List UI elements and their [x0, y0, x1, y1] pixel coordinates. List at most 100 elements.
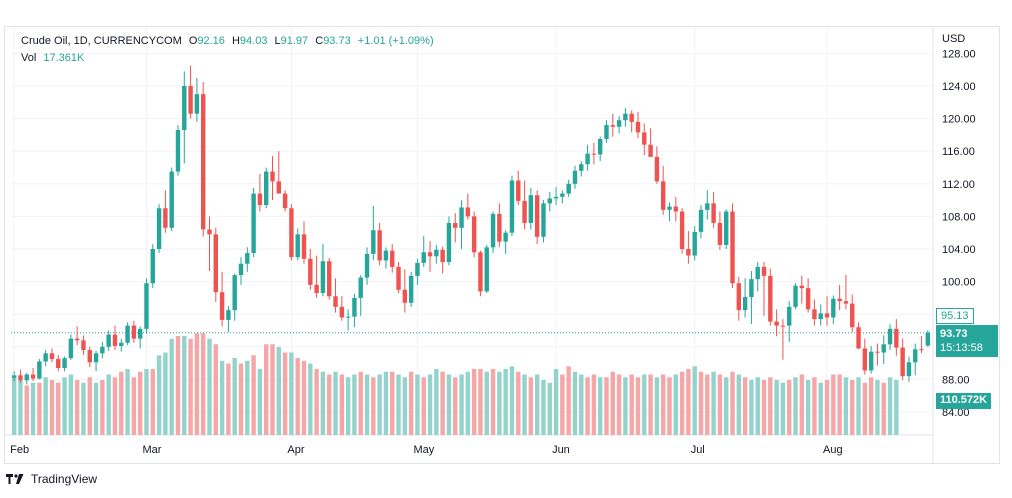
- volume-bar: [862, 382, 868, 435]
- candle-body: [528, 195, 534, 223]
- volume-bar: [270, 344, 275, 435]
- volume-bar: [37, 382, 42, 435]
- candle-body: [692, 231, 697, 256]
- candle-body: [232, 275, 237, 311]
- volume-bar: [736, 374, 742, 435]
- volume-bar: [49, 380, 55, 435]
- volume-bar: [238, 363, 244, 435]
- volume-bar: [768, 377, 773, 435]
- candle-body: [749, 279, 754, 298]
- candle-body: [881, 344, 886, 353]
- candle-body: [610, 125, 615, 127]
- volume-bar: [686, 369, 691, 435]
- volume-bar: [541, 380, 546, 435]
- volume-bar: [62, 377, 67, 435]
- volume-bar: [780, 382, 786, 435]
- volume-bar: [314, 369, 319, 435]
- y-tick-label: 124.00: [942, 81, 976, 93]
- y-tick-label: 104.00: [942, 244, 976, 256]
- high-price-tag: 95.13: [936, 308, 974, 324]
- candle-body: [597, 138, 603, 155]
- candle-body: [390, 250, 395, 267]
- candle-body: [516, 180, 521, 201]
- candle-body: [711, 203, 716, 223]
- candle-body: [717, 222, 723, 245]
- volume-bar: [692, 366, 697, 435]
- y-tick-label: 100.00: [942, 277, 976, 289]
- volume-bar: [660, 374, 666, 435]
- candle-body: [604, 125, 609, 139]
- volume-bar: [18, 380, 23, 435]
- x-tick-label: Apr: [287, 444, 304, 456]
- volume-bar: [730, 371, 735, 435]
- candle-body: [226, 310, 231, 320]
- x-tick-label: Mar: [142, 444, 161, 456]
- volume-bar: [793, 377, 798, 435]
- volume-bar: [818, 382, 823, 435]
- candle-body: [818, 313, 823, 320]
- volume-bar: [30, 382, 36, 435]
- volume-bar: [579, 374, 584, 435]
- volume-bar: [106, 374, 111, 435]
- volume-bar: [226, 363, 231, 435]
- candle-body: [62, 358, 67, 368]
- volume-bar: [635, 377, 641, 435]
- volume-bar: [446, 374, 452, 435]
- volume-bar: [402, 377, 408, 435]
- candle-body: [308, 258, 313, 285]
- candle-body: [333, 296, 338, 307]
- volume-bar: [610, 371, 615, 435]
- close-label: C: [315, 35, 324, 47]
- candle-body: [547, 198, 552, 204]
- volume-bar: [257, 369, 263, 435]
- candle-body: [900, 347, 905, 377]
- candle-body: [591, 153, 597, 155]
- candle-body: [119, 342, 124, 346]
- candle-body: [270, 171, 275, 182]
- candle-body: [490, 213, 496, 248]
- volume-bar: [56, 382, 61, 435]
- volume-bar: [591, 374, 597, 435]
- volume-bar: [679, 371, 685, 435]
- volume-bar: [43, 377, 48, 435]
- volume-bar: [320, 371, 326, 435]
- volume-bar: [390, 371, 395, 435]
- volume-bar: [459, 374, 464, 435]
- candle-body: [295, 234, 300, 258]
- candle-body: [660, 181, 666, 210]
- candle-body: [824, 313, 830, 318]
- y-tick-label: 112.00: [942, 179, 975, 191]
- volume-bar: [371, 377, 376, 435]
- volume-bar: [490, 369, 496, 435]
- volume-bar: [850, 380, 855, 435]
- volume-bar: [232, 358, 237, 435]
- x-tick-label: Feb: [10, 444, 29, 456]
- volume-bar: [245, 360, 250, 435]
- volume-bar: [415, 374, 420, 435]
- candle-body: [837, 298, 842, 302]
- candle-body: [673, 206, 678, 212]
- volume-bar: [87, 377, 92, 435]
- bar-countdown: 15:13:58: [940, 342, 983, 354]
- low-label: L: [274, 35, 281, 47]
- volume-bar: [383, 371, 389, 435]
- volume-bar: [377, 374, 382, 435]
- volume-bar: [295, 358, 300, 435]
- volume-bar: [200, 333, 206, 435]
- volume-bar: [207, 338, 212, 435]
- candle-body: [156, 208, 162, 249]
- candle-body: [736, 283, 742, 311]
- price-chart[interactable]: 84.0088.0092.0096.00100.00104.00108.0011…: [5, 27, 999, 463]
- volume-bar: [276, 347, 282, 435]
- candle-body: [484, 247, 489, 292]
- volume-bar: [654, 377, 660, 435]
- candle-body: [18, 375, 23, 381]
- volume-bar: [503, 369, 508, 435]
- candle-body: [282, 193, 288, 209]
- tradingview-brand: TradingView: [31, 472, 98, 486]
- candle-body: [887, 328, 893, 345]
- volume-bar: [421, 377, 426, 435]
- volume-bar: [547, 382, 552, 435]
- candle-body: [585, 153, 590, 165]
- volume-bar: [667, 377, 672, 435]
